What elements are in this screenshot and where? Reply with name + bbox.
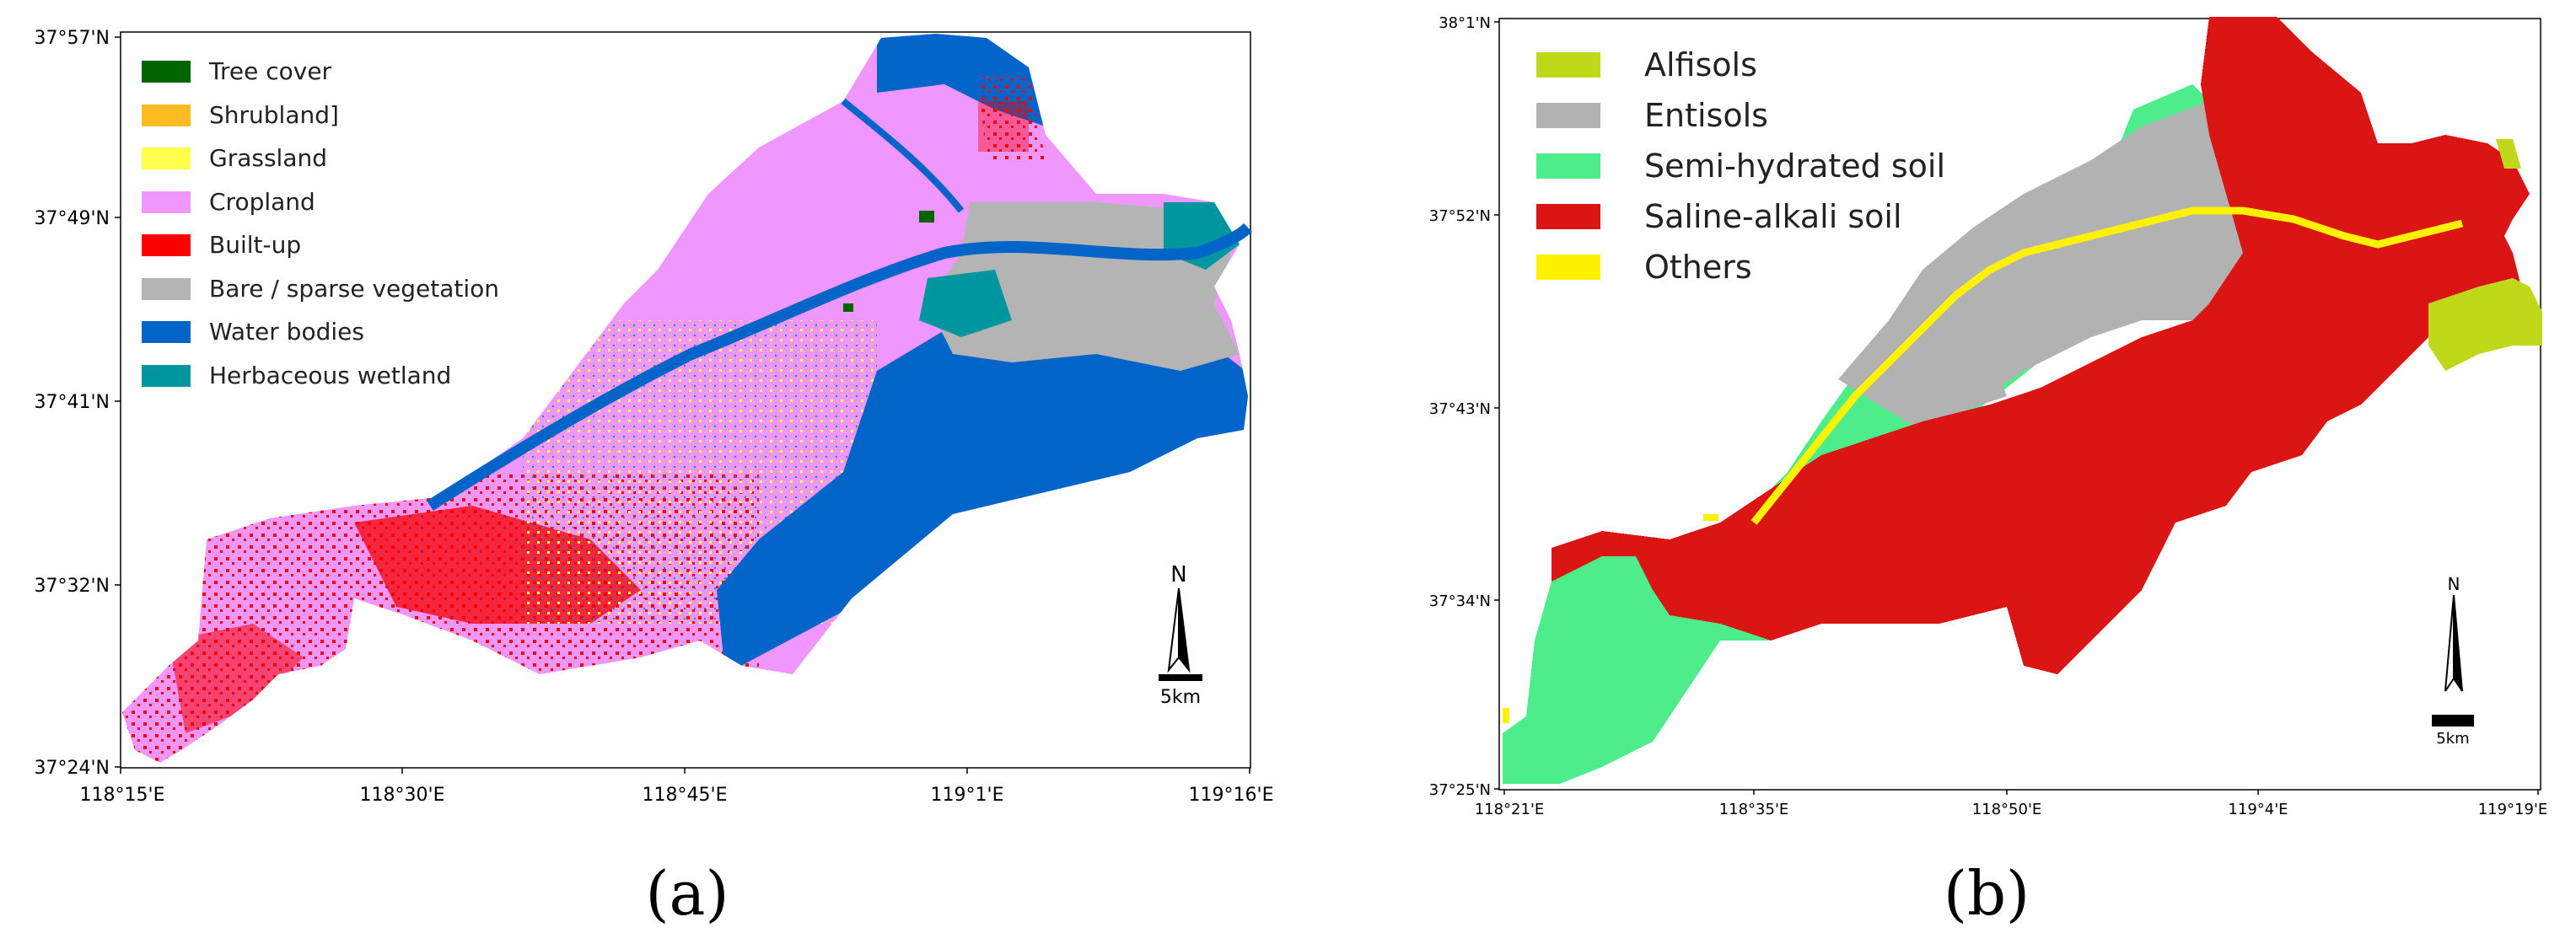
lat-label: 37°52'N [1429,207,1491,225]
lon-label: 118°15'E [80,785,165,806]
lon-label: 119°4'E [2228,801,2288,818]
panel-a: 37°57'N 37°49'N 37°41'N 37°32'N 37°24'N … [0,0,1282,933]
lon-label: 118°35'E [1719,801,1789,818]
lat-label: 37°32'N [35,576,110,597]
legend-swatch-built-up [142,234,191,256]
legend-swatch-semi-hydrated [1536,153,1600,179]
legend-label: Others [1644,249,1752,286]
scale-bar: 5km [1159,674,1202,708]
legend-label: Shrubland] [209,101,339,129]
lat-label: 37°24'N [35,758,110,779]
legend-swatch-others [1536,255,1600,280]
lat-label: 37°49'N [35,208,110,229]
north-label: N [2448,574,2460,594]
legend-swatch-entisols [1536,103,1600,128]
lat-label: 38°1'N [1439,14,1491,32]
legend-swatch-water-bodies [142,321,191,343]
legend-label: Bare / sparse vegetation [209,275,499,303]
lon-label: 119°19'E [2478,801,2548,818]
legend-swatch-herbaceous-wetland [142,365,191,387]
caption-b: (b) [1943,858,2030,929]
longitude-ticks: 118°21'E 118°35'E 118°50'E 119°4'E 119°1… [1475,790,2548,818]
legend-label: Tree cover [208,57,332,85]
legend-swatch-shrubland [142,105,191,126]
lon-label: 118°45'E [643,785,728,806]
panel-b: 38°1'N 37°52'N 37°43'N 37°34'N 37°25'N 1… [1282,0,2576,933]
north-arrow-icon: N [1167,562,1191,673]
soil-region [1503,17,2542,784]
legend-swatch-cropland [142,191,191,213]
latitude-ticks: 38°1'N 37°52'N 37°43'N 37°34'N 37°25'N [1429,14,1499,799]
latitude-ticks: 37°57'N 37°49'N 37°41'N 37°32'N 37°24'N [35,28,121,779]
legend-label: Grassland [209,144,327,172]
lat-label: 37°57'N [35,28,110,49]
lat-label: 37°25'N [1429,781,1491,799]
legend-label: Cropland [209,188,315,216]
scale-label: 5km [2436,730,2469,748]
lon-label: 118°50'E [1972,801,2042,818]
land-cover-map: 37°57'N 37°49'N 37°41'N 37°32'N 37°24'N … [35,28,1274,806]
legend-label: Alfisols [1644,46,1757,83]
lon-label: 119°16'E [1189,785,1274,806]
lon-label: 118°21'E [1475,801,1545,818]
legend-label: Water bodies [209,318,364,346]
caption-a: (a) [645,858,729,929]
legend-swatch-bare-sparse [142,278,191,300]
north-label: N [1170,562,1186,587]
legend: Alfisols Entisols Semi-hydrated soil Sal… [1536,46,1945,286]
legend: Tree cover Shrubland] Grassland Cropland… [142,57,499,389]
longitude-ticks: 118°15'E 118°30'E 118°45'E 119°1'E 119°1… [80,768,1274,806]
legend-label: Entisols [1644,97,1768,134]
legend-swatch-alfisols [1536,52,1600,78]
lon-label: 118°30'E [360,785,445,806]
lat-label: 37°43'N [1429,400,1491,418]
lat-label: 37°41'N [35,392,110,413]
legend-swatch-saline-alkali [1536,204,1600,229]
legend-label: Built-up [209,231,301,259]
legend-label: Saline-alkali soil [1644,198,1902,235]
scale-label: 5km [1160,687,1201,708]
lat-label: 37°34'N [1429,593,1491,610]
river [427,223,1252,511]
legend-label: Herbaceous wetland [209,362,451,389]
north-arrow-icon: N [2444,574,2463,692]
legend-swatch-tree-cover [142,61,191,83]
lon-label: 119°1'E [931,785,1004,806]
scale-bar: 5km [2432,715,2474,748]
legend-swatch-grassland [142,147,191,169]
legend-label: Semi-hydrated soil [1644,147,1945,185]
soil-type-map: 38°1'N 37°52'N 37°43'N 37°34'N 37°25'N 1… [1429,14,2548,818]
